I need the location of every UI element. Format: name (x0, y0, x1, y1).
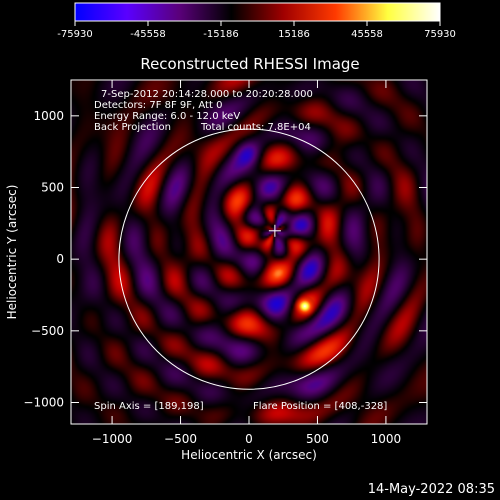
colorbar-tick-label: 15186 (278, 29, 310, 40)
detectors-text: Detectors: 7F 8F 9F, Att 0 (94, 100, 222, 111)
solar-limb (118, 128, 380, 390)
colorbar-tick-label: -75930 (57, 29, 92, 40)
colorbar-tick-label: 45558 (351, 29, 383, 40)
x-tick-label: −1000 (92, 432, 133, 446)
x-tick-label: 1000 (371, 432, 402, 446)
y-axis-label: Heliocentric Y (arcsec) (5, 185, 19, 320)
x-tick-label: −500 (164, 432, 197, 446)
y-tick-label: −500 (31, 324, 64, 338)
colorbar-tick-label: 75930 (424, 29, 456, 40)
colorbar-tick-label: -15186 (203, 29, 238, 40)
energy-text: Energy Range: 6.0 - 12.0 keV (94, 111, 240, 122)
spin-axis-marker (268, 224, 281, 237)
y-tick-label: −1000 (23, 396, 64, 410)
x-tick-label: 0 (245, 432, 253, 446)
flare-source (293, 295, 316, 318)
spin-axis-text: Spin Axis = [189,198] (94, 401, 204, 412)
y-tick-label: 0 (56, 252, 64, 266)
heatmap-image (71, 80, 427, 424)
x-tick-label: 500 (306, 432, 329, 446)
time-range-text: 7-Sep-2012 20:14:28.000 to 20:20:28.000 (101, 89, 313, 100)
footer-timestamp: 14-May-2022 08:35 (368, 482, 495, 497)
x-axis-label: Heliocentric X (arcsec) (181, 448, 317, 462)
colorbar (74, 2, 441, 22)
heatmap-raster (71, 80, 427, 424)
y-tick-label: 500 (41, 181, 64, 195)
method-text: Back Projection (94, 122, 171, 133)
counts-text: Total counts: 7.8E+04 (200, 122, 311, 133)
colorbar-tick-label: -45558 (130, 29, 165, 40)
flare-position-text: Flare Position = [408,-328] (253, 401, 387, 412)
chart-title: Reconstructed RHESSI Image (140, 55, 359, 73)
y-tick-label: 1000 (33, 109, 64, 123)
